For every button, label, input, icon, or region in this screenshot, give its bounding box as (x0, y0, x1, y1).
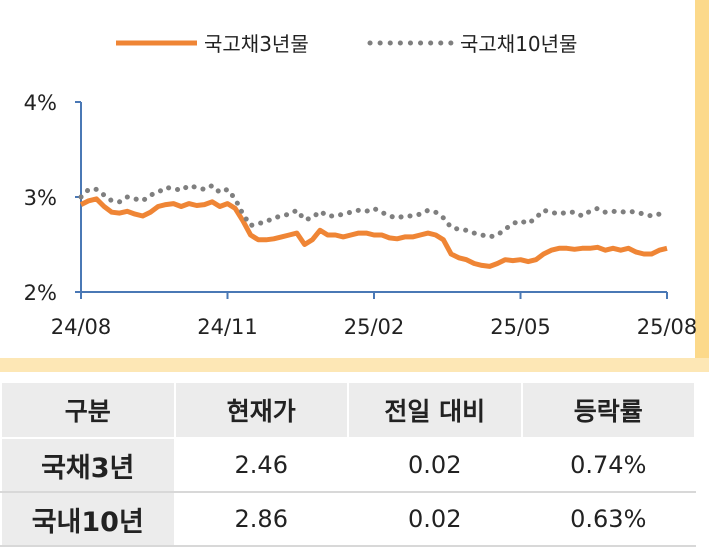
table-row: 국내10년 2.86 0.02 0.63% (0, 491, 696, 547)
row-name: 국내10년 (0, 491, 176, 547)
header-price: 현재가 (173, 381, 349, 439)
row-price: 2.86 (173, 491, 349, 547)
chart-plot (78, 183, 670, 269)
series-line-0 (79, 196, 668, 269)
row-price: 2.46 (173, 437, 349, 493)
series-line-1 (78, 183, 670, 240)
header-category: 구분 (0, 381, 176, 439)
legend-label-3y: 국고채3년물 (204, 32, 309, 56)
x-tick-label: 24/11 (197, 315, 258, 339)
chart-area (0, 0, 695, 358)
row-rate: 0.74% (520, 437, 696, 493)
row-name: 국채3년 (0, 437, 176, 493)
right-accent-stripe (695, 0, 709, 372)
bottom-accent-band (0, 358, 709, 372)
header-change: 전일 대비 (347, 381, 523, 439)
chart-legend: 국고채3년물 국고채10년물 (116, 32, 577, 56)
x-tick-label: 25/08 (637, 315, 698, 339)
yield-summary-table: 구분 현재가 전일 대비 등락률 국채3년 2.46 0.02 0.74% 국내… (0, 381, 696, 547)
y-tick-label: 3% (24, 186, 57, 210)
row-change: 0.02 (347, 491, 523, 547)
chart-axes: 4% 3% 2% 24/08 24/11 25/02 25/05 25/08 (24, 91, 698, 339)
x-tick-label: 25/05 (490, 315, 551, 339)
header-rate: 등락률 (520, 381, 696, 439)
y-tick-label: 2% (24, 281, 57, 305)
table-row: 국채3년 2.46 0.02 0.74% (0, 437, 696, 493)
line-chart: 국고채3년물 국고채10년물 4% 3% 2% 24/08 24/11 25/02 25/0… (24, 32, 698, 339)
legend-label-10y: 국고채10년물 (460, 32, 577, 56)
y-tick-label: 4% (24, 91, 57, 115)
x-tick-label: 24/08 (51, 315, 112, 339)
row-rate: 0.63% (520, 491, 696, 547)
row-change: 0.02 (347, 437, 523, 493)
table-header-row: 구분 현재가 전일 대비 등락률 (0, 381, 696, 439)
x-tick-label: 25/02 (344, 315, 405, 339)
